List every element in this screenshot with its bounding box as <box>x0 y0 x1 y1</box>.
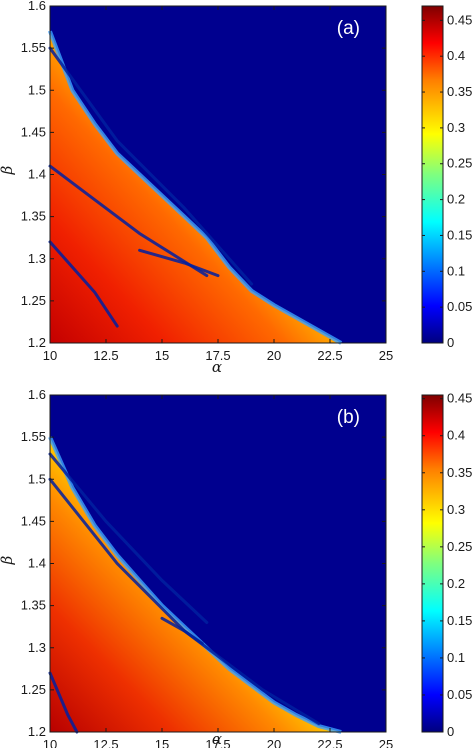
stripe <box>48 671 79 734</box>
panel-b-plot: (b) <box>48 394 387 734</box>
boundary-fringe <box>48 30 343 345</box>
panel-a-yticks: 1.2 1.25 1.3 1.35 1.4 1.45 1.5 1.55 1.6 <box>21 0 386 350</box>
y-tick-label: 1.35 <box>21 598 46 613</box>
y-tick-label: 1.5 <box>28 471 46 486</box>
colorbar-tick-label: 0.35 <box>447 84 472 99</box>
stripe <box>138 248 220 278</box>
y-tick-label: 1.2 <box>28 724 46 739</box>
y-tick-label: 1.5 <box>28 82 46 97</box>
x-tick-label: 20 <box>267 348 281 363</box>
heat-region <box>50 31 342 344</box>
x-tick-label: 22.5 <box>317 737 342 748</box>
y-tick-label: 1.25 <box>21 293 46 308</box>
y-tick-label: 1.4 <box>28 167 46 182</box>
stripe <box>48 240 119 328</box>
y-tick-label: 1.3 <box>28 640 46 655</box>
x-tick-label: 12.5 <box>93 737 118 748</box>
y-tick-label: 1.25 <box>21 682 46 697</box>
colorbar-tick-label: 0 <box>447 724 454 739</box>
x-tick-label: 10 <box>43 737 57 748</box>
colorbar-tick-label: 0.45 <box>447 12 472 27</box>
colorbar-gradient <box>421 5 444 344</box>
x-tick-label: 25 <box>379 737 393 748</box>
stripe <box>160 616 204 645</box>
y-tick-label: 1.6 <box>28 387 46 402</box>
panel-a: β (a) 1.2 1.25 1.3 1.35 1.4 1.45 1.5 1.55 1.6 10… <box>0 0 472 376</box>
y-tick-label: 1.45 <box>21 513 46 528</box>
colorbar-tick-label: 0.35 <box>447 465 472 480</box>
colorbar-tick-label: 0.3 <box>447 502 465 517</box>
y-tick-label: 1.6 <box>28 0 46 13</box>
x-tick-label: 25 <box>379 348 393 363</box>
y-tick-label: 1.55 <box>21 429 46 444</box>
stripe <box>48 164 209 278</box>
boundary-fringe <box>48 436 342 734</box>
x-tick-label: 15 <box>155 737 169 748</box>
panel-b-xlabel: α <box>212 730 222 748</box>
colorbar-tick-label: 0.2 <box>447 576 465 591</box>
x-tick-label: 20 <box>267 737 281 748</box>
x-tick-label: 10 <box>43 348 57 363</box>
colorbar-tick-label: 0.4 <box>447 48 465 63</box>
panel-b-yticks: 1.2 1.25 1.3 1.35 1.4 1.45 1.5 1.55 1.6 <box>21 387 386 739</box>
stripe <box>48 46 254 286</box>
y-tick-label: 1.3 <box>28 251 46 266</box>
y-tick-label: 1.45 <box>21 124 46 139</box>
colorbar-tick-label: 0.25 <box>447 539 472 554</box>
panel-a-ylabel: β <box>0 165 16 175</box>
panel-a-plot: (a) <box>48 5 387 345</box>
colorbar-tick-label: 0.05 <box>447 299 472 314</box>
x-tick-label: 15 <box>155 348 169 363</box>
panel-b-colorbar: 0 0.05 0.1 0.15 0.2 0.25 0.3 0.35 0.4 0.45 <box>421 391 472 739</box>
colorbar-tick-label: 0.1 <box>447 263 465 278</box>
colorbar-tick-label: 0 <box>447 335 454 350</box>
y-tick-label: 1.2 <box>28 335 46 350</box>
colorbar-gradient <box>421 394 444 733</box>
y-tick-label: 1.4 <box>28 556 46 571</box>
panel-b-xticks: 10 12.5 15 17.5 20 22.5 25 <box>43 395 393 748</box>
panel-label: (a) <box>337 18 360 39</box>
panel-label: (b) <box>337 407 360 428</box>
panel-a-colorbar: 0 0.05 0.1 0.15 0.2 0.25 0.3 0.35 0.4 0.45 <box>421 5 472 350</box>
colorbar-tick-label: 0.3 <box>447 120 465 135</box>
colorbar-tick-label: 0.25 <box>447 156 472 171</box>
stripe <box>48 452 209 624</box>
colorbar-tick-label: 0.1 <box>447 650 465 665</box>
colorbar-tick-label: 0.15 <box>447 227 472 242</box>
x-tick-label: 12.5 <box>93 348 118 363</box>
panel-b-ylabel: β <box>0 555 16 565</box>
colorbar-tick-label: 0.45 <box>447 391 472 406</box>
x-tick-label: 17.5 <box>205 348 230 363</box>
y-tick-label: 1.55 <box>21 40 46 55</box>
x-tick-label: 22.5 <box>317 348 342 363</box>
colorbar-tick-label: 0.15 <box>447 613 472 628</box>
x-tick-label: 17.5 <box>205 737 230 748</box>
heat-region <box>50 437 342 732</box>
colorbar-tick-label: 0.05 <box>447 687 472 702</box>
y-tick-label: 1.35 <box>21 209 46 224</box>
panel-a-xticks: 10 12.5 15 17.5 20 22.5 25 <box>43 6 393 363</box>
colorbar-tick-label: 0.4 <box>447 428 465 443</box>
colorbar-tick-label: 0.2 <box>447 192 465 207</box>
panel-b: β (b) 1.2 1.25 1.3 1.35 1.4 1.45 1.5 1.55 1.6 10… <box>0 387 472 748</box>
panel-a-xlabel: α <box>212 358 222 376</box>
